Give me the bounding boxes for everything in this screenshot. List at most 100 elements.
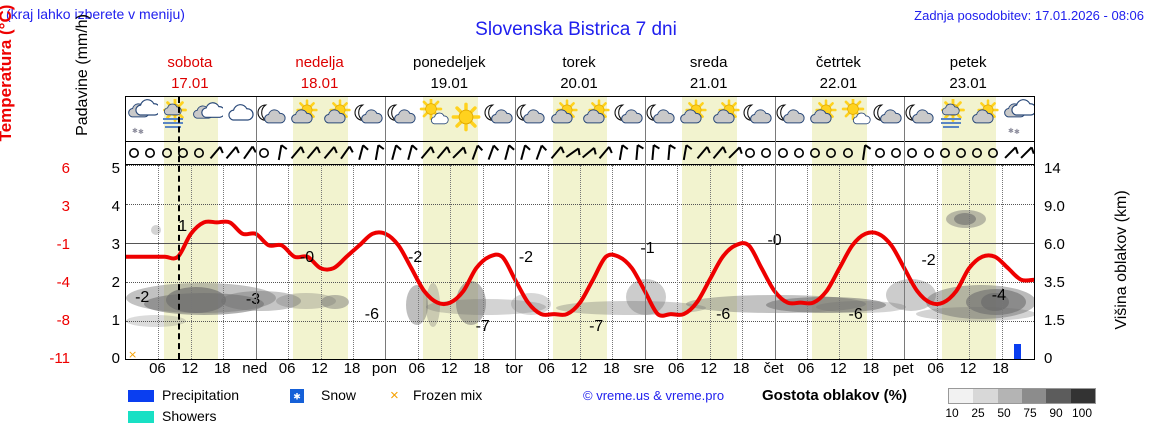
wind-calm-icon — [839, 142, 855, 164]
cloud-density-tick: 25 — [971, 406, 985, 420]
wind-barb-icon — [694, 142, 711, 164]
wind-calm-icon — [126, 142, 142, 164]
day-name: sobota — [167, 54, 213, 71]
wind-calm-icon — [872, 142, 888, 164]
precipitation-axis-ticks: 5 4 3 2 1 0 — [96, 160, 120, 367]
weather-icon-moon-cloud — [872, 97, 904, 141]
svg-text:✱: ✱ — [293, 393, 301, 403]
day-header-torek: torek 20.01 — [514, 52, 644, 96]
daylight-band — [293, 97, 348, 359]
day-header-ponedeljek: ponedeljek 19.01 — [384, 52, 514, 96]
weather-icon-cloud-snow: ✱ ✱ — [1002, 97, 1034, 141]
wind-calm-icon — [985, 142, 1001, 164]
day-header-sobota: sobota 17.01 — [125, 52, 255, 96]
daylight-band — [682, 97, 737, 359]
temperature-value-label: -0 — [299, 248, 315, 266]
temperature-tick: -4 — [56, 274, 70, 291]
x-axis-tick: 12 — [959, 360, 977, 377]
wind-barb-icon — [207, 142, 224, 164]
frozen-mix-icon: × — [390, 387, 399, 404]
last-updated: Zadnja posodobitev: 17.01.2026 - 08:06 — [914, 8, 1144, 23]
wind-barb-icon — [272, 142, 288, 164]
wind-barb-icon — [726, 142, 743, 164]
temperature-value-label: -2 — [135, 288, 150, 306]
gridline-v — [742, 165, 743, 359]
gridline-v — [223, 165, 224, 359]
day-name: ponedeljek — [412, 54, 486, 71]
x-axis-tick: 18 — [213, 360, 231, 377]
weather-icon-moon-cloud — [353, 97, 385, 141]
wind-barb-icon — [240, 142, 257, 164]
weather-icon-cloud — [223, 97, 255, 141]
wind-calm-icon — [142, 142, 158, 164]
cloud-height-tick: 9.0 — [1044, 198, 1065, 215]
day-date: 17.01 — [171, 75, 209, 92]
wind-barb-icon — [1002, 142, 1019, 164]
gridline-v — [580, 165, 581, 359]
temperature-value-label: -2 — [408, 248, 423, 266]
temperature-value-label: -0 — [767, 232, 781, 250]
wind-barb-icon — [580, 142, 597, 164]
wind-barb-row — [126, 142, 1034, 164]
day-separator — [775, 97, 776, 359]
wind-barb-icon — [1018, 142, 1034, 164]
gridline-v — [450, 165, 451, 359]
gridline-v — [710, 165, 711, 359]
cloud-density-blob — [406, 285, 428, 325]
gridline-v — [937, 165, 938, 359]
current-time-line — [178, 97, 180, 359]
x-axis-tick: tor — [505, 360, 523, 377]
wind-barb-icon — [629, 142, 645, 164]
meteogram-plot[interactable]: ✱ ✱ — [125, 96, 1035, 360]
gridline-v — [321, 165, 322, 359]
temperature-value-label: -2 — [518, 248, 534, 266]
icon-row-divider — [126, 141, 1034, 142]
temperature-value-label: -1 — [640, 239, 655, 257]
cloud-density-tick: 100 — [1071, 406, 1093, 420]
x-axis-tick: 06 — [927, 360, 945, 377]
gridline-v — [418, 165, 419, 359]
x-axis-tick: 12 — [181, 360, 199, 377]
precipitation-tick: 3 — [111, 236, 120, 253]
weather-icon-sun-small-cloud — [418, 97, 450, 141]
weather-icon-sun-small-cloud — [839, 97, 871, 141]
wind-barb-icon — [288, 142, 305, 164]
legend-precipitation-label: Precipitation — [162, 387, 240, 403]
gridline-v — [677, 165, 678, 359]
wind-calm-icon — [904, 142, 920, 164]
x-axis-tick: 12 — [570, 360, 588, 377]
temperature-tick: -8 — [56, 312, 70, 329]
wind-calm-icon — [921, 142, 937, 164]
cloud-density-blob — [221, 291, 301, 311]
weather-icon-sun-cloud — [969, 97, 1001, 141]
svg-text:✱: ✱ — [1014, 128, 1020, 136]
precipitation-tick: 0 — [111, 350, 120, 367]
day-separator — [904, 97, 905, 359]
wind-calm-icon — [969, 142, 985, 164]
day-date: 18.01 — [300, 75, 339, 92]
x-axis-tick: 12 — [440, 360, 458, 377]
gridline-v — [288, 165, 289, 359]
temperature-value-label: -2 — [921, 251, 936, 269]
wind-calm-icon — [823, 142, 839, 164]
svg-text:✱: ✱ — [1008, 127, 1014, 135]
weather-icon-sun-cloud — [321, 97, 353, 141]
day-header-strip: sobota 17.01 nedelja 18.01 ponedeljek 19.01 to… — [125, 52, 1035, 96]
wind-barb-icon — [402, 142, 418, 164]
weather-icon-moon-cloud — [256, 97, 288, 141]
x-axis-tick: pon — [371, 360, 397, 377]
copyright-link[interactable]: © vreme.us & vreme.pro — [583, 388, 725, 403]
wind-barb-icon — [856, 142, 872, 164]
weather-icon-sun-cloud — [710, 97, 742, 141]
daylight-band — [163, 97, 219, 359]
cloud-density-tick: 10 — [945, 406, 959, 420]
cloud-density-blob — [886, 279, 936, 311]
x-axis-tick: 06 — [278, 360, 296, 377]
wind-barb-icon — [548, 142, 565, 164]
wind-barb-icon — [223, 142, 241, 164]
cloud-density-tick: 50 — [997, 406, 1011, 420]
location-picker-hint: (kraj lahko izberete v meniju) — [6, 6, 185, 22]
gridline-v — [612, 165, 613, 359]
legend-snow-label: Snow — [321, 387, 357, 403]
wind-barb-icon — [418, 142, 435, 164]
